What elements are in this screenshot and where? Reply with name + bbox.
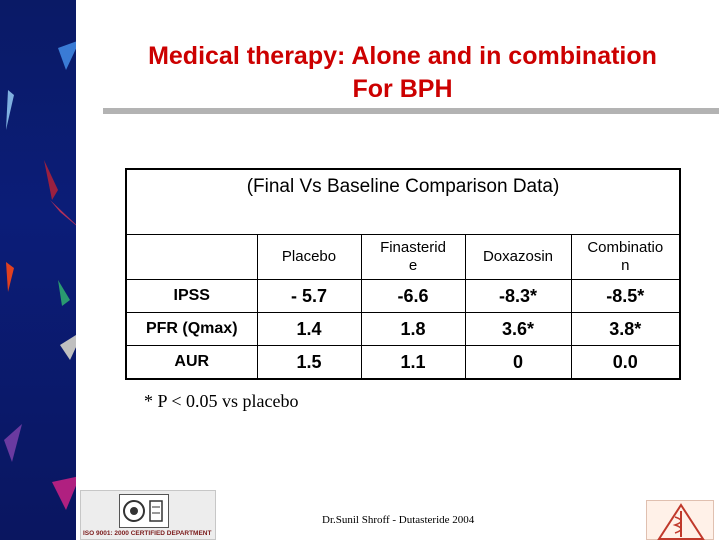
decorative-shards	[4, 41, 76, 510]
table-cell: 3.6*	[464, 312, 572, 346]
table-caption: (Final Vs Baseline Comparison Data)	[246, 176, 560, 197]
table-cell: 0.0	[570, 345, 679, 378]
header-cell-placebo: Placebo	[256, 235, 362, 280]
table-row: PFR (Qmax) 1.4 1.8 3.6* 3.8*	[127, 312, 679, 346]
shard-gray	[60, 335, 76, 360]
table-cell: 1.1	[360, 345, 466, 378]
corner-emblem-icon	[646, 500, 714, 540]
table-row: IPSS - 5.7 -6.6 -8.3* -8.5*	[127, 279, 679, 313]
certification-badge-icon	[119, 494, 169, 528]
certification-text: ISO 9001: 2000 CERTIFIED DEPARTMENT	[83, 530, 212, 537]
table-cell: -8.3*	[464, 279, 572, 313]
shard-blue	[58, 41, 76, 70]
header-cell-combination: Combinatio n	[570, 235, 679, 280]
iso-certification-logo: ISO 9001: 2000 CERTIFIED DEPARTMENT	[80, 490, 216, 540]
table-cell: 3.8*	[570, 312, 679, 346]
row-label: PFR (Qmax)	[127, 312, 258, 346]
slide-title: Medical therapy: Alone and in combinatio…	[100, 40, 705, 106]
header-cell-doxazosin: Doxazosin	[464, 235, 572, 280]
row-label: IPSS	[127, 279, 258, 313]
decorative-left-band	[0, 0, 76, 540]
footer-author: Dr.Sunil Shroff - Dutasteride 2004	[322, 514, 475, 526]
table-cell: 1.4	[256, 312, 362, 346]
shard-green	[58, 280, 70, 306]
shard-maroon	[44, 160, 58, 200]
title-underline	[103, 108, 719, 114]
slide-title-line-1: Medical therapy: Alone and in combinatio…	[148, 42, 657, 70]
shard-magenta	[52, 476, 76, 510]
table-cell: - 5.7	[256, 279, 362, 313]
table-header-row: Placebo Finasterid e Doxazosin Combinati…	[127, 235, 679, 280]
header-cell-finasteride: Finasterid e	[360, 235, 466, 280]
shard-purple	[4, 424, 22, 462]
footnote: * P < 0.05 vs placebo	[144, 391, 299, 411]
slide-title-line-2: For BPH	[352, 75, 453, 103]
shard-pink	[50, 200, 76, 226]
caption-divider	[127, 234, 679, 235]
table-cell: -6.6	[360, 279, 466, 313]
comparison-table: Placebo Finasterid e Doxazosin Combinati…	[127, 235, 679, 378]
table-cell: 0	[464, 345, 572, 378]
table-cell: -8.5*	[570, 279, 679, 313]
comparison-table-container: (Final Vs Baseline Comparison Data) Plac…	[125, 168, 681, 380]
shard-red	[6, 262, 14, 292]
table-cell: 1.5	[256, 345, 362, 378]
table-cell: 1.8	[360, 312, 466, 346]
caduceus-icon	[657, 503, 705, 540]
table-row: AUR 1.5 1.1 0 0.0	[127, 345, 679, 378]
seal-icon	[123, 500, 163, 522]
header-cell-empty	[127, 235, 258, 280]
shard-lightblue	[6, 90, 14, 130]
row-label: AUR	[127, 345, 258, 378]
